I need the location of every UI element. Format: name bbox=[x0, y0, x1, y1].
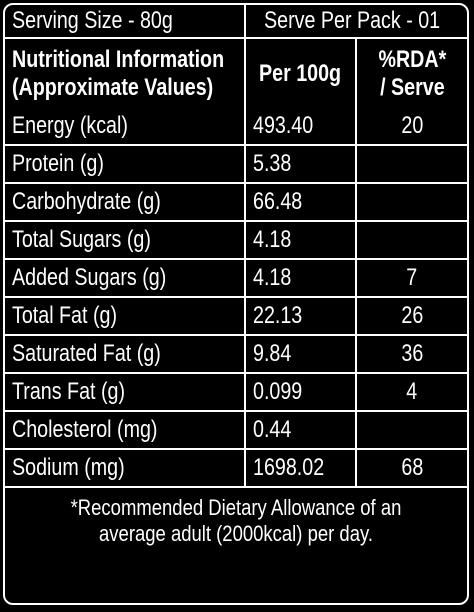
table-row: Trans Fat (g) 0.099 4 bbox=[5, 372, 467, 412]
per100g-value: 4.18 bbox=[253, 226, 292, 253]
serve-per-pack: Serve Per Pack - 01 bbox=[264, 7, 441, 34]
table-row: Carbohydrate (g) 66.48 bbox=[5, 182, 467, 222]
footnote: *Recommended Dietary Allowance of an ave… bbox=[70, 494, 402, 546]
nutrient-name-cell: Saturated Fat (g) bbox=[5, 334, 246, 374]
per100g-value-cell: 9.84 bbox=[244, 334, 357, 374]
per100g-value: 9.84 bbox=[253, 340, 292, 367]
rda-value-cell: 7 bbox=[355, 258, 467, 298]
rda-value: 26 bbox=[401, 302, 423, 329]
rda-header-cell: %RDA* / Serve bbox=[355, 37, 467, 108]
rda-value-cell bbox=[355, 144, 467, 184]
rda-value: 36 bbox=[401, 340, 423, 367]
rda-value-cell: 20 bbox=[355, 108, 467, 146]
nutrient-name: Protein (g) bbox=[12, 150, 104, 177]
nutrient-name: Trans Fat (g) bbox=[12, 378, 126, 405]
per100g-value: 66.48 bbox=[253, 188, 303, 215]
table-row: Cholesterol (mg) 0.44 bbox=[5, 410, 467, 450]
nutrient-name-cell: Sodium (mg) bbox=[5, 448, 246, 488]
per100g-value-cell: 0.44 bbox=[244, 410, 357, 450]
per100g-value: 1698.02 bbox=[253, 454, 325, 481]
nutrient-header-line1: Nutritional Information bbox=[12, 45, 225, 73]
nutrient-name: Added Sugars (g) bbox=[12, 264, 167, 291]
per100g-value-cell: 66.48 bbox=[244, 182, 357, 222]
rda-value: 4 bbox=[406, 378, 418, 405]
nutrient-name-cell: Trans Fat (g) bbox=[5, 372, 246, 412]
column-header-row: Nutritional Information (Approximate Val… bbox=[5, 37, 467, 108]
nutrient-name: Carbohydrate (g) bbox=[12, 188, 161, 215]
nutrient-name: Total Sugars (g) bbox=[12, 226, 151, 253]
per100g-header-cell: Per 100g bbox=[244, 37, 357, 108]
serve-per-pack-cell: Serve Per Pack - 01 bbox=[244, 5, 467, 39]
nutrient-name-cell: Total Fat (g) bbox=[5, 296, 246, 336]
per100g-value-cell: 22.13 bbox=[244, 296, 357, 336]
per100g-value-cell: 4.18 bbox=[244, 258, 357, 298]
serving-header-row: Serving Size - 80g Serve Per Pack - 01 bbox=[5, 5, 467, 39]
rda-value: 20 bbox=[401, 112, 423, 139]
nutrient-name: Energy (kcal) bbox=[12, 112, 128, 139]
nutrition-table: Serving Size - 80g Serve Per Pack - 01 N… bbox=[5, 5, 467, 554]
nutrient-name-cell: Total Sugars (g) bbox=[5, 220, 246, 260]
rda-value-cell bbox=[355, 220, 467, 260]
nutrient-name: Saturated Fat (g) bbox=[12, 340, 161, 367]
rda-value-cell bbox=[355, 182, 467, 222]
rda-value-cell: 4 bbox=[355, 372, 467, 412]
per100g-header: Per 100g bbox=[259, 59, 342, 87]
table-row: Total Fat (g) 22.13 26 bbox=[5, 296, 467, 336]
nutrient-name: Cholesterol (mg) bbox=[12, 416, 158, 443]
per100g-value: 0.099 bbox=[253, 378, 303, 405]
footnote-row: *Recommended Dietary Allowance of an ave… bbox=[5, 486, 467, 554]
table-row: Sodium (mg) 1698.02 68 bbox=[5, 448, 467, 488]
nutrient-name-cell: Energy (kcal) bbox=[5, 108, 246, 146]
rda-value-cell: 26 bbox=[355, 296, 467, 336]
table-row: Protein (g) 5.38 bbox=[5, 144, 467, 184]
per100g-value: 5.38 bbox=[253, 150, 292, 177]
per100g-value-cell: 4.18 bbox=[244, 220, 357, 260]
nutrient-name-cell: Carbohydrate (g) bbox=[5, 182, 246, 222]
nutrient-header-line2: (Approximate Values) bbox=[12, 73, 214, 101]
footnote-cell: *Recommended Dietary Allowance of an ave… bbox=[5, 486, 467, 554]
per100g-value-cell: 493.40 bbox=[244, 108, 357, 146]
nutrient-name-cell: Protein (g) bbox=[5, 144, 246, 184]
nutrient-name-cell: Cholesterol (mg) bbox=[5, 410, 246, 450]
rda-value-cell: 68 bbox=[355, 448, 467, 488]
rda-value-cell: 36 bbox=[355, 334, 467, 374]
nutrient-name: Total Fat (g) bbox=[12, 302, 117, 329]
per100g-value-cell: 1698.02 bbox=[244, 448, 357, 488]
rda-header-line1: %RDA* bbox=[378, 45, 446, 73]
rda-value: 7 bbox=[406, 264, 418, 291]
per100g-value: 22.13 bbox=[253, 302, 303, 329]
per100g-value-cell: 5.38 bbox=[244, 144, 357, 184]
per100g-value: 493.40 bbox=[253, 112, 314, 139]
nutrient-name: Sodium (mg) bbox=[12, 454, 125, 481]
nutrient-name-cell: Added Sugars (g) bbox=[5, 258, 246, 298]
rda-value: 68 bbox=[401, 454, 423, 481]
table-row: Saturated Fat (g) 9.84 36 bbox=[5, 334, 467, 374]
table-row: Added Sugars (g) 4.18 7 bbox=[5, 258, 467, 298]
nutrition-facts-panel: Serving Size - 80g Serve Per Pack - 01 N… bbox=[3, 3, 469, 605]
table-row: Total Sugars (g) 4.18 bbox=[5, 220, 467, 260]
per100g-value-cell: 0.099 bbox=[244, 372, 357, 412]
rda-value-cell bbox=[355, 410, 467, 450]
nutrient-header-cell: Nutritional Information (Approximate Val… bbox=[5, 37, 246, 108]
per100g-value: 4.18 bbox=[253, 264, 292, 291]
per100g-value: 0.44 bbox=[253, 416, 292, 443]
rda-header-line2: / Serve bbox=[379, 73, 445, 101]
serving-size: Serving Size - 80g bbox=[12, 7, 173, 34]
table-row: Energy (kcal) 493.40 20 bbox=[5, 108, 467, 146]
serving-size-cell: Serving Size - 80g bbox=[5, 5, 246, 39]
